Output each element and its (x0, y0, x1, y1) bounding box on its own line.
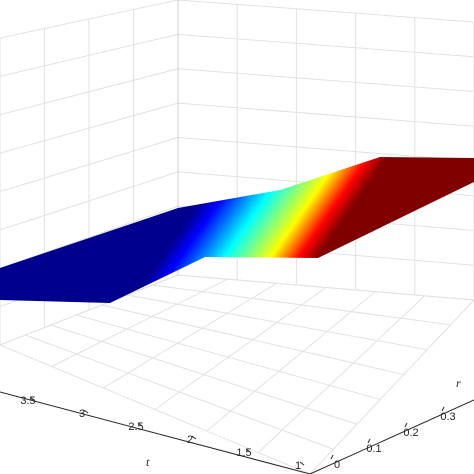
t-tick-mark (29, 396, 35, 401)
tick-label: 2 (187, 434, 193, 446)
grid-line (0, 0, 179, 39)
r-axis-ticks: 0 0.1 0.2 0.3 (330, 406, 456, 471)
tick-label: 0.2 (403, 427, 418, 439)
tick-label: 2.5 (128, 421, 143, 433)
grid-line (177, 102, 474, 127)
grid-line (51, 278, 228, 367)
r-tick-mark (404, 422, 408, 428)
tick-label: 0.1 (366, 443, 381, 455)
tick-label: 0.3 (440, 411, 455, 423)
tick-label: 1 (295, 460, 301, 472)
grid-line (0, 137, 179, 192)
surface (0, 157, 474, 303)
tick-label: 3.5 (20, 395, 35, 407)
grid-line (177, 0, 474, 23)
grid-line (309, 299, 474, 474)
r-tick-mark (330, 454, 334, 460)
grid-line (0, 274, 179, 346)
grid-line (177, 33, 474, 58)
t-tick-mark (245, 448, 251, 453)
r-tick-mark (367, 438, 371, 444)
grid-line (0, 171, 179, 231)
grid-line (177, 68, 474, 92)
t-axis-ticks: 1 1.5 2 2.5 3 3.5 (20, 395, 305, 472)
tick-label: 0 (334, 459, 340, 471)
t-axis-label: t (146, 455, 150, 469)
grid-line (206, 291, 376, 432)
grid-line (257, 295, 426, 453)
grid-line (0, 68, 179, 116)
tick-label: 1.5 (236, 447, 251, 459)
t-tick-mark (191, 435, 197, 440)
grid-line (0, 205, 179, 269)
tick-label: 3 (79, 408, 85, 420)
grid-line (0, 33, 179, 77)
t-tick-mark (137, 422, 143, 427)
grid-line (103, 282, 277, 389)
t-tick-mark (83, 409, 89, 414)
grid-line (0, 102, 179, 154)
r-tick-mark (441, 406, 445, 412)
box-edge (309, 399, 474, 474)
surface-patch (0, 157, 474, 303)
t-tick-mark (299, 461, 305, 466)
grid-line (154, 287, 327, 410)
r-axis-label: r (456, 376, 461, 390)
grid-line (177, 137, 474, 162)
box-edge (0, 391, 311, 474)
